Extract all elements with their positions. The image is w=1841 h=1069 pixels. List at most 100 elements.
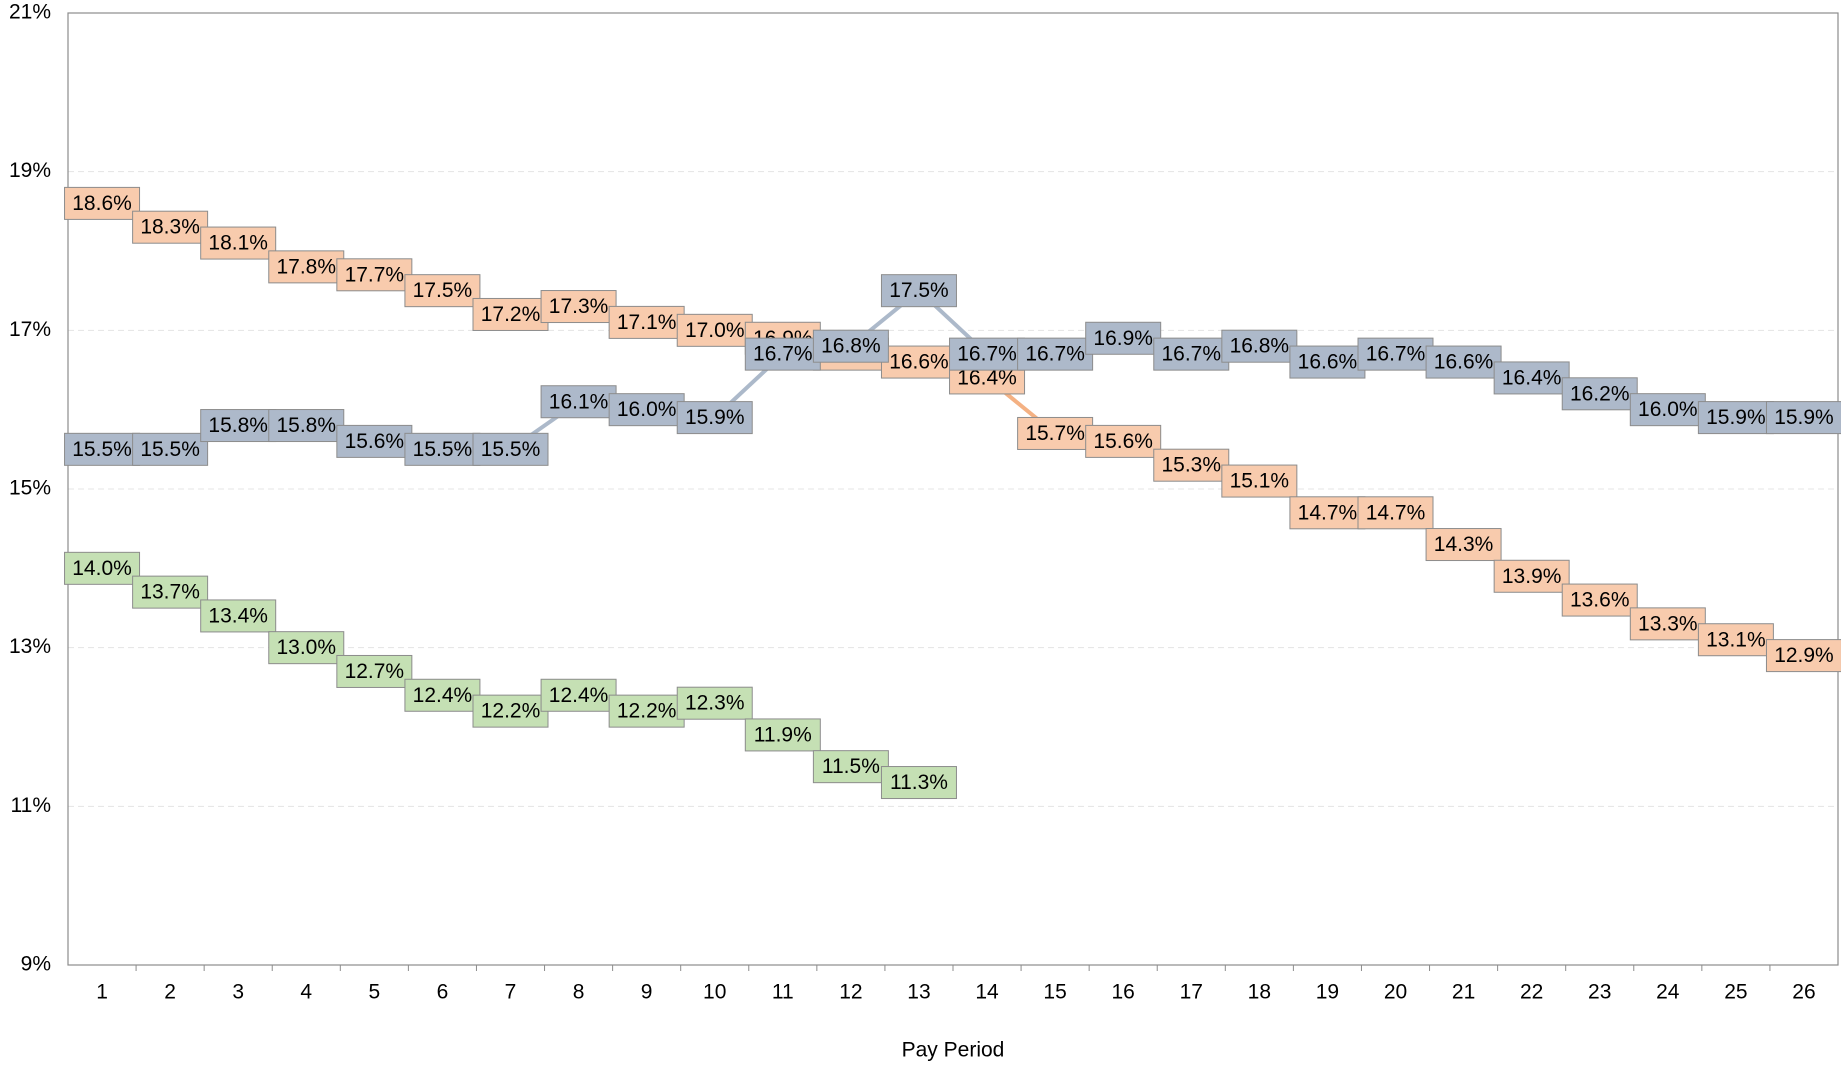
data-label: 13.9% xyxy=(1493,559,1570,593)
data-label: 17.2% xyxy=(472,297,549,331)
data-label-box xyxy=(200,409,277,443)
data-label: 14.0% xyxy=(64,551,141,585)
data-label: 16.0% xyxy=(1629,393,1706,427)
data-label-text: 17.7% xyxy=(345,263,405,286)
data-label-box xyxy=(676,313,753,347)
data-label: 16.7% xyxy=(1357,337,1434,371)
y-tick-label: 9% xyxy=(21,953,51,976)
data-label-box xyxy=(1697,623,1774,657)
data-label: 15.5% xyxy=(472,432,549,466)
data-label-text: 12.7% xyxy=(345,660,405,683)
data-label: 12.9% xyxy=(1765,639,1841,673)
data-label-box xyxy=(608,694,685,728)
data-label-text: 13.4% xyxy=(208,604,268,627)
data-label-text: 17.5% xyxy=(889,279,949,302)
data-label-box xyxy=(336,424,413,458)
y-tick-label: 13% xyxy=(9,635,51,658)
data-label-text: 16.7% xyxy=(753,343,813,366)
x-tick-label: 24 xyxy=(1656,981,1680,1004)
data-label-text: 15.5% xyxy=(413,438,473,461)
x-tick-label: 23 xyxy=(1588,981,1611,1004)
x-tick-label: 16 xyxy=(1112,981,1135,1004)
data-label-text: 17.0% xyxy=(685,319,745,342)
data-label-text: 16.7% xyxy=(1161,343,1221,366)
data-label-text: 14.3% xyxy=(1434,533,1494,556)
data-label-text: 11.3% xyxy=(890,771,948,794)
data-label-box xyxy=(1765,639,1841,673)
data-label-text: 15.5% xyxy=(72,438,132,461)
data-label-box xyxy=(64,186,141,220)
x-tick-label: 10 xyxy=(703,981,726,1004)
data-label-box xyxy=(608,393,685,427)
data-label: 17.5% xyxy=(880,274,957,308)
data-label-text: 16.4% xyxy=(957,366,1017,389)
x-tick-label: 4 xyxy=(300,981,312,1004)
x-tick-label: 11 xyxy=(772,981,794,1004)
data-label-box xyxy=(404,274,481,308)
data-label-box xyxy=(64,551,141,585)
data-label: 14.7% xyxy=(1289,496,1366,530)
x-tick-label: 12 xyxy=(839,981,862,1004)
data-label: 14.3% xyxy=(1425,528,1502,562)
data-label: 17.5% xyxy=(404,274,481,308)
data-label-text: 17.8% xyxy=(276,255,336,278)
data-label-box xyxy=(1697,401,1774,435)
data-label-box xyxy=(1289,496,1366,530)
data-label: 15.5% xyxy=(132,432,209,466)
data-label-text: 18.3% xyxy=(140,216,200,239)
data-label: 16.8% xyxy=(1221,329,1298,363)
data-label: 13.1% xyxy=(1697,623,1774,657)
data-label-text: 16.7% xyxy=(1025,343,1085,366)
x-tick-label: 20 xyxy=(1384,981,1407,1004)
y-tick-label: 19% xyxy=(9,159,51,182)
data-label: 12.7% xyxy=(336,654,413,688)
y-tick-label: 15% xyxy=(9,477,51,500)
data-label-text: 12.2% xyxy=(617,700,677,723)
data-label-text: 13.7% xyxy=(140,581,200,604)
data-label-box xyxy=(880,274,957,308)
data-label: 17.8% xyxy=(268,250,345,284)
data-label: 11.5% xyxy=(812,750,889,784)
data-label-text: 12.4% xyxy=(549,684,609,707)
data-label-box xyxy=(1561,583,1638,617)
data-label: 15.9% xyxy=(1765,401,1841,435)
x-tick-label: 15 xyxy=(1043,981,1066,1004)
data-label-box xyxy=(540,385,617,419)
data-label-box xyxy=(1493,559,1570,593)
x-tick-label: 19 xyxy=(1316,981,1339,1004)
data-label-text: 18.1% xyxy=(208,232,268,255)
data-label: 15.5% xyxy=(64,432,141,466)
data-label-text: 15.8% xyxy=(276,414,336,437)
data-label-text: 12.3% xyxy=(685,692,745,715)
data-label-text: 12.4% xyxy=(413,684,473,707)
data-label-box xyxy=(132,210,209,244)
data-label-box xyxy=(1085,321,1162,355)
data-label: 12.2% xyxy=(472,694,549,728)
data-label-box xyxy=(1765,401,1841,435)
data-label-box xyxy=(1425,345,1502,379)
data-label-text: 16.0% xyxy=(617,398,677,421)
data-label: 14.7% xyxy=(1357,496,1434,530)
data-label: 13.7% xyxy=(132,575,209,609)
data-label-box xyxy=(1153,448,1230,482)
data-label-text: 11.5% xyxy=(822,755,880,778)
data-label-box xyxy=(1561,377,1638,411)
x-tick-label: 21 xyxy=(1452,981,1475,1004)
data-label: 13.0% xyxy=(268,631,345,665)
data-label: 16.8% xyxy=(812,329,889,363)
x-axis-label: Pay Period xyxy=(902,1039,1005,1062)
data-label-text: 16.4% xyxy=(1502,366,1562,389)
data-label-box xyxy=(744,718,821,752)
data-label-box xyxy=(1153,337,1230,371)
data-label-box xyxy=(1357,496,1434,530)
data-label: 16.7% xyxy=(1153,337,1230,371)
data-label: 16.6% xyxy=(880,345,957,379)
data-label-text: 14.7% xyxy=(1366,501,1426,524)
data-label-text: 15.6% xyxy=(1093,430,1153,453)
data-label-text: 12.9% xyxy=(1774,644,1834,667)
x-tick-label: 25 xyxy=(1724,981,1747,1004)
data-label-text: 15.5% xyxy=(140,438,200,461)
data-label: 15.9% xyxy=(1697,401,1774,435)
data-label-text: 16.8% xyxy=(1230,335,1290,358)
data-label-box xyxy=(744,337,821,371)
